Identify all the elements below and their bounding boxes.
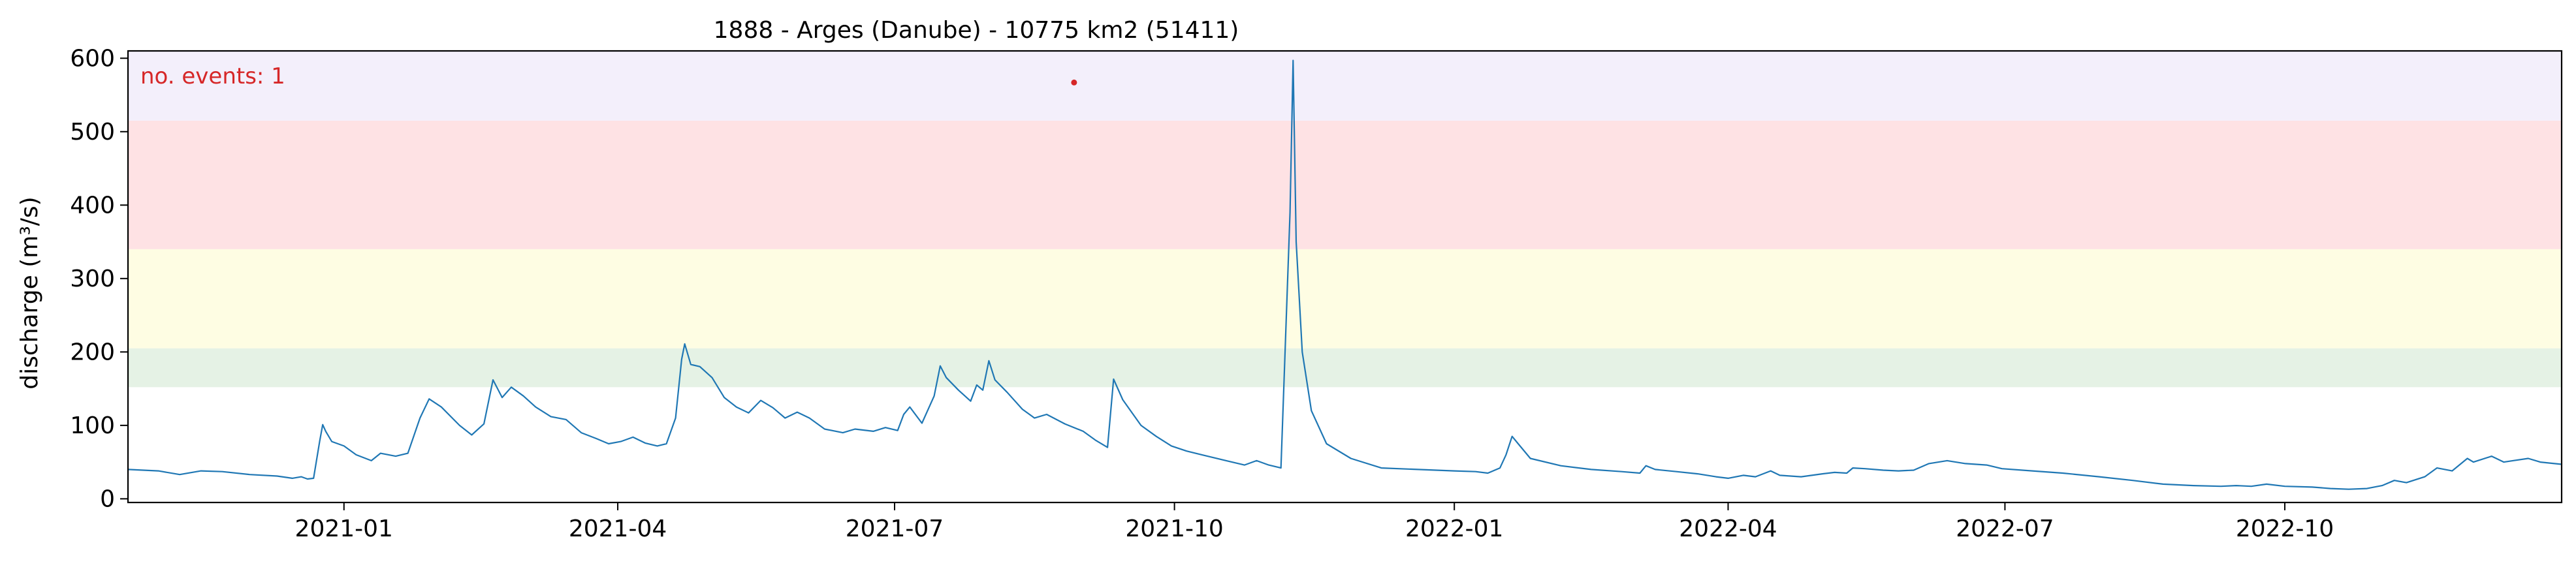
threshold-band-1: [128, 348, 2562, 388]
y-tick-label: 600: [70, 45, 115, 72]
threshold-band-3: [128, 120, 2562, 249]
y-tick-label: 400: [70, 192, 115, 219]
event-marker: [1071, 79, 1077, 85]
x-tick-label: 2021-10: [1125, 516, 1223, 542]
x-tick-label: 2021-01: [295, 516, 393, 542]
threshold-band-4: [128, 51, 2562, 121]
x-tick-label: 2021-07: [846, 516, 944, 542]
series-layer: [127, 59, 2562, 490]
x-axis: 2021-01 2021-04 2021-07 2021-10 2022-01 2022-…: [295, 502, 2334, 542]
events-annotation: no. events: 1: [140, 63, 285, 89]
plot-frame: [127, 50, 2563, 504]
x-tick-label: 2021-04: [569, 516, 667, 542]
y-tick-label: 500: [70, 119, 115, 146]
x-tick-label: 2022-10: [2236, 516, 2334, 542]
chart-title: 1888 - Arges (Danube) - 10775 km2 (51411…: [714, 17, 1239, 44]
y-tick-label: 300: [70, 266, 115, 292]
discharge-series-line: [127, 59, 2562, 490]
y-axis-label: discharge (m³/s): [16, 196, 43, 389]
x-tick-label: 2022-01: [1405, 516, 1503, 542]
x-tick-label: 2022-07: [1956, 516, 2054, 542]
threshold-band-2: [128, 249, 2562, 348]
threshold-bands: [128, 51, 2562, 388]
events-layer: [1071, 79, 1077, 85]
y-axis: 0 100 200 300 400 500 600: [70, 45, 128, 512]
y-tick-label: 100: [70, 412, 115, 439]
x-tick-label: 2022-04: [1679, 516, 1777, 542]
y-tick-label: 0: [100, 486, 115, 512]
y-tick-label: 200: [70, 339, 115, 365]
